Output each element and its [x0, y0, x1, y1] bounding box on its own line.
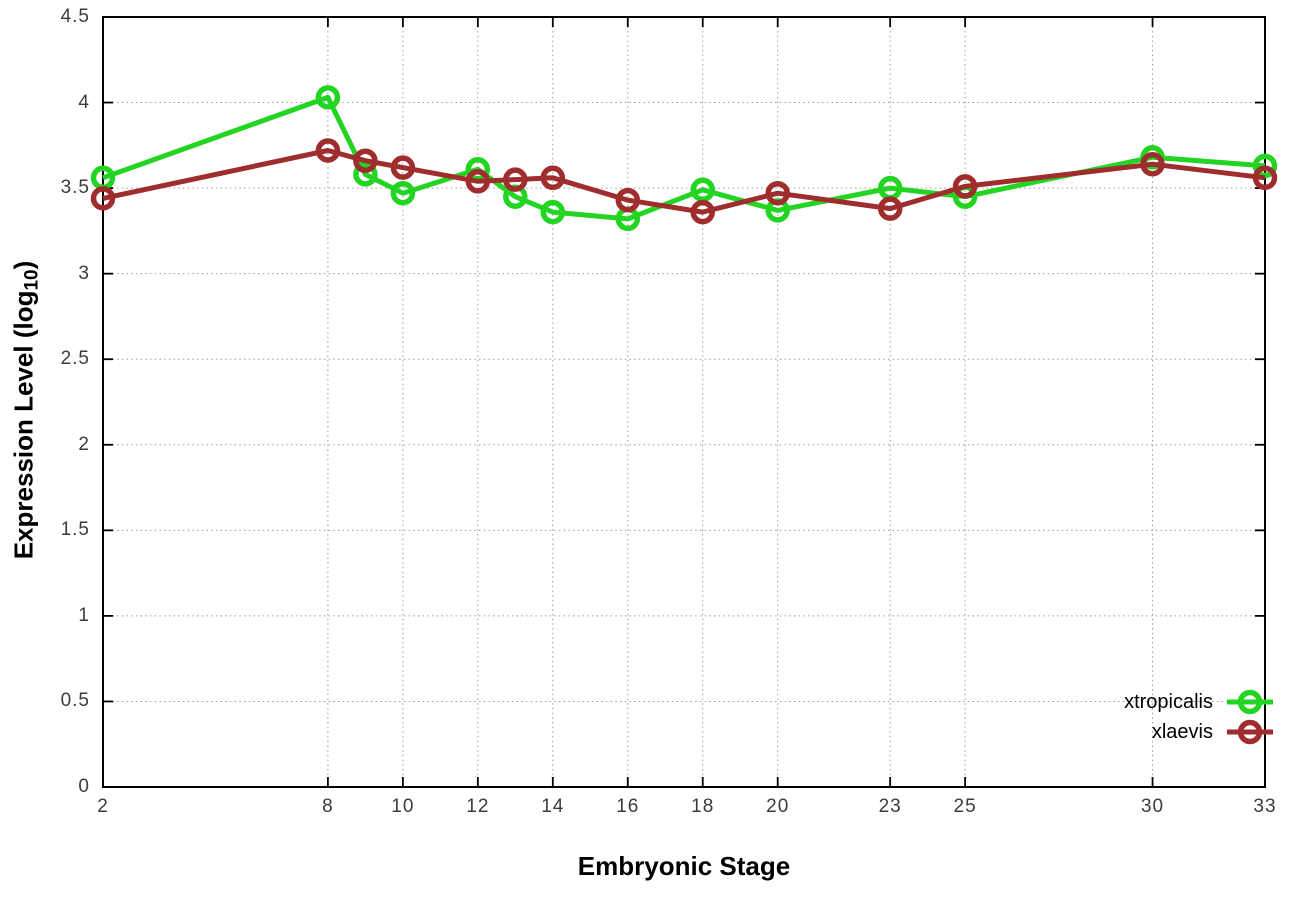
y-tick-label: 1.5 [60, 519, 90, 541]
x-tick-label: 10 [391, 796, 415, 817]
data-point-xlaevis-30 [1140, 151, 1165, 177]
y-axis-label: Expression Level (log10) [9, 261, 44, 560]
x-tick-label: 23 [878, 796, 902, 817]
data-point-xlaevis-23 [877, 196, 903, 221]
series-marker-icon [1227, 719, 1273, 745]
series-marker-icon [1227, 689, 1273, 715]
y-axis-label-text: Expression Level (log [8, 290, 39, 560]
x-tick-label: 30 [1140, 796, 1165, 817]
y-axis-label-subscript: 10 [21, 269, 43, 291]
x-tick-label: 20 [766, 796, 790, 817]
data-point-xtropicalis-8 [315, 85, 341, 110]
x-tick-label: 25 [953, 796, 977, 817]
data-point-xlaevis-14 [540, 165, 566, 191]
y-tick-label: 2 [78, 433, 90, 455]
data-point-xlaevis-2 [90, 186, 116, 211]
series-line-xtropicalis [102, 94, 1266, 222]
data-point-xlaevis-20 [765, 180, 790, 206]
legend: xtropicalis xlaevis [1124, 687, 1276, 747]
data-point-xlaevis-18 [690, 199, 715, 225]
data-point-xlaevis-25 [952, 174, 978, 199]
data-point-xtropicalis-9 [353, 162, 378, 187]
series-line-xlaevis [102, 148, 1266, 215]
y-tick-label: 2.5 [60, 348, 90, 370]
data-point-xlaevis-8 [315, 138, 341, 163]
y-tick-label: 0 [78, 776, 90, 797]
data-point-xtropicalis-14 [540, 199, 566, 225]
y-tick-label: 1 [78, 604, 90, 626]
y-tick-label: 3.5 [60, 177, 90, 199]
legend-item-xtropicalis: xtropicalis [1124, 687, 1276, 717]
data-point-xlaevis-12 [465, 169, 491, 194]
x-tick-label: 2 [97, 796, 109, 817]
data-point-xlaevis-10 [390, 155, 416, 180]
x-tick-label: 14 [541, 796, 565, 817]
y-axis-label-suffix: ) [8, 260, 39, 270]
x-tick-label: 33 [1253, 796, 1277, 817]
data-point-xtropicalis-18 [690, 177, 715, 203]
legend-label-xtropicalis: xtropicalis [1124, 690, 1213, 713]
x-tick-label: 18 [691, 796, 715, 817]
legend-item-xlaevis: xlaevis [1124, 717, 1276, 747]
y-tick-label: 0.5 [60, 690, 90, 712]
x-axis-label: Embryonic Stage [577, 851, 791, 881]
x-tick-label: 16 [616, 796, 640, 817]
y-tick-label: 4 [78, 91, 90, 113]
x-tick-label: 12 [466, 796, 490, 817]
data-point-xlaevis-16 [615, 187, 641, 213]
data-point-xtropicalis-10 [390, 180, 416, 206]
legend-label-xlaevis: xlaevis [1151, 720, 1213, 743]
y-tick-label: 4.5 [60, 6, 90, 27]
x-tick-label: 8 [322, 796, 334, 817]
data-point-xlaevis-9 [353, 148, 378, 173]
data-point-xlaevis-13 [503, 167, 528, 192]
data-point-xlaevis-33 [1252, 165, 1278, 191]
y-tick-label: 3 [78, 262, 90, 284]
